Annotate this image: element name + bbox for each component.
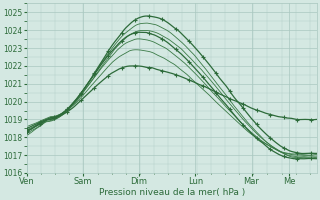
X-axis label: Pression niveau de la mer( hPa ): Pression niveau de la mer( hPa ) <box>99 188 245 197</box>
